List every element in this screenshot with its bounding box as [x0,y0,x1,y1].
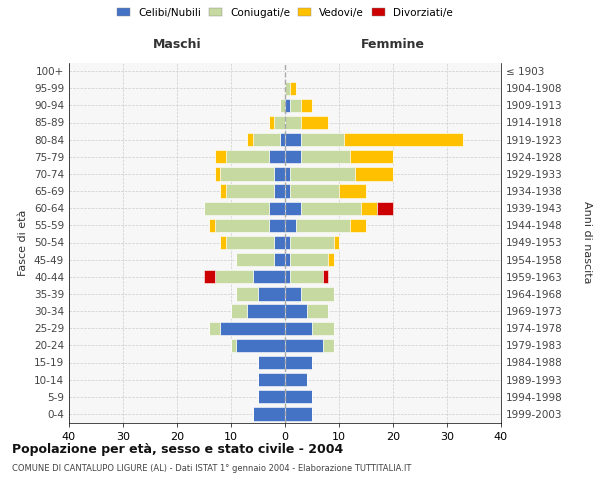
Bar [285,236,290,249]
Bar [339,184,366,198]
Bar [285,270,290,283]
Bar [350,150,393,164]
Bar [285,82,290,95]
Bar [253,407,285,420]
Bar [274,116,285,129]
Bar [290,167,355,180]
Bar [204,270,215,283]
Bar [269,218,285,232]
Bar [285,98,290,112]
Bar [285,287,301,300]
Bar [301,287,334,300]
Bar [215,150,226,164]
Bar [274,184,285,198]
Bar [285,116,301,129]
Bar [220,167,274,180]
Bar [361,202,377,215]
Bar [258,390,285,404]
Bar [253,270,285,283]
Bar [350,218,366,232]
Bar [269,150,285,164]
Bar [285,322,312,335]
Bar [236,287,258,300]
Bar [285,184,290,198]
Bar [226,150,269,164]
Bar [269,202,285,215]
Bar [301,133,344,146]
Bar [269,116,274,129]
Bar [209,218,215,232]
Bar [301,98,312,112]
Bar [323,270,328,283]
Bar [247,133,253,146]
Bar [285,373,307,386]
Bar [328,253,334,266]
Bar [231,338,236,352]
Bar [209,322,220,335]
Bar [236,338,285,352]
Bar [285,304,307,318]
Bar [334,236,339,249]
Bar [285,150,301,164]
Bar [377,202,393,215]
Bar [301,116,328,129]
Bar [220,322,285,335]
Bar [280,98,285,112]
Text: Popolazione per età, sesso e stato civile - 2004: Popolazione per età, sesso e stato civil… [12,442,343,456]
Bar [290,253,328,266]
Bar [290,98,301,112]
Bar [285,167,290,180]
Legend: Celibi/Nubili, Coniugati/e, Vedovi/e, Divorziati/e: Celibi/Nubili, Coniugati/e, Vedovi/e, Di… [117,8,453,18]
Bar [285,407,312,420]
Bar [312,322,334,335]
Bar [290,236,334,249]
Bar [280,133,285,146]
Bar [344,133,463,146]
Bar [215,270,253,283]
Bar [307,304,328,318]
Text: Femmine: Femmine [361,38,425,52]
Bar [226,236,274,249]
Text: Maschi: Maschi [152,38,202,52]
Bar [323,338,334,352]
Bar [258,373,285,386]
Bar [285,356,312,369]
Bar [274,253,285,266]
Bar [204,202,269,215]
Bar [285,202,301,215]
Bar [258,287,285,300]
Text: COMUNE DI CANTALUPO LIGURE (AL) - Dati ISTAT 1° gennaio 2004 - Elaborazione TUTT: COMUNE DI CANTALUPO LIGURE (AL) - Dati I… [12,464,412,473]
Bar [285,338,323,352]
Bar [301,202,361,215]
Bar [253,133,280,146]
Bar [355,167,393,180]
Bar [258,356,285,369]
Bar [231,304,247,318]
Y-axis label: Anni di nascita: Anni di nascita [582,201,592,284]
Bar [290,82,296,95]
Bar [301,150,350,164]
Bar [290,270,323,283]
Bar [220,184,226,198]
Bar [226,184,274,198]
Bar [247,304,285,318]
Bar [296,218,350,232]
Bar [285,390,312,404]
Bar [274,236,285,249]
Bar [274,167,285,180]
Bar [215,167,220,180]
Bar [285,253,290,266]
Bar [285,133,301,146]
Bar [215,218,269,232]
Bar [285,218,296,232]
Bar [220,236,226,249]
Bar [290,184,339,198]
Y-axis label: Fasce di età: Fasce di età [19,210,28,276]
Bar [236,253,274,266]
